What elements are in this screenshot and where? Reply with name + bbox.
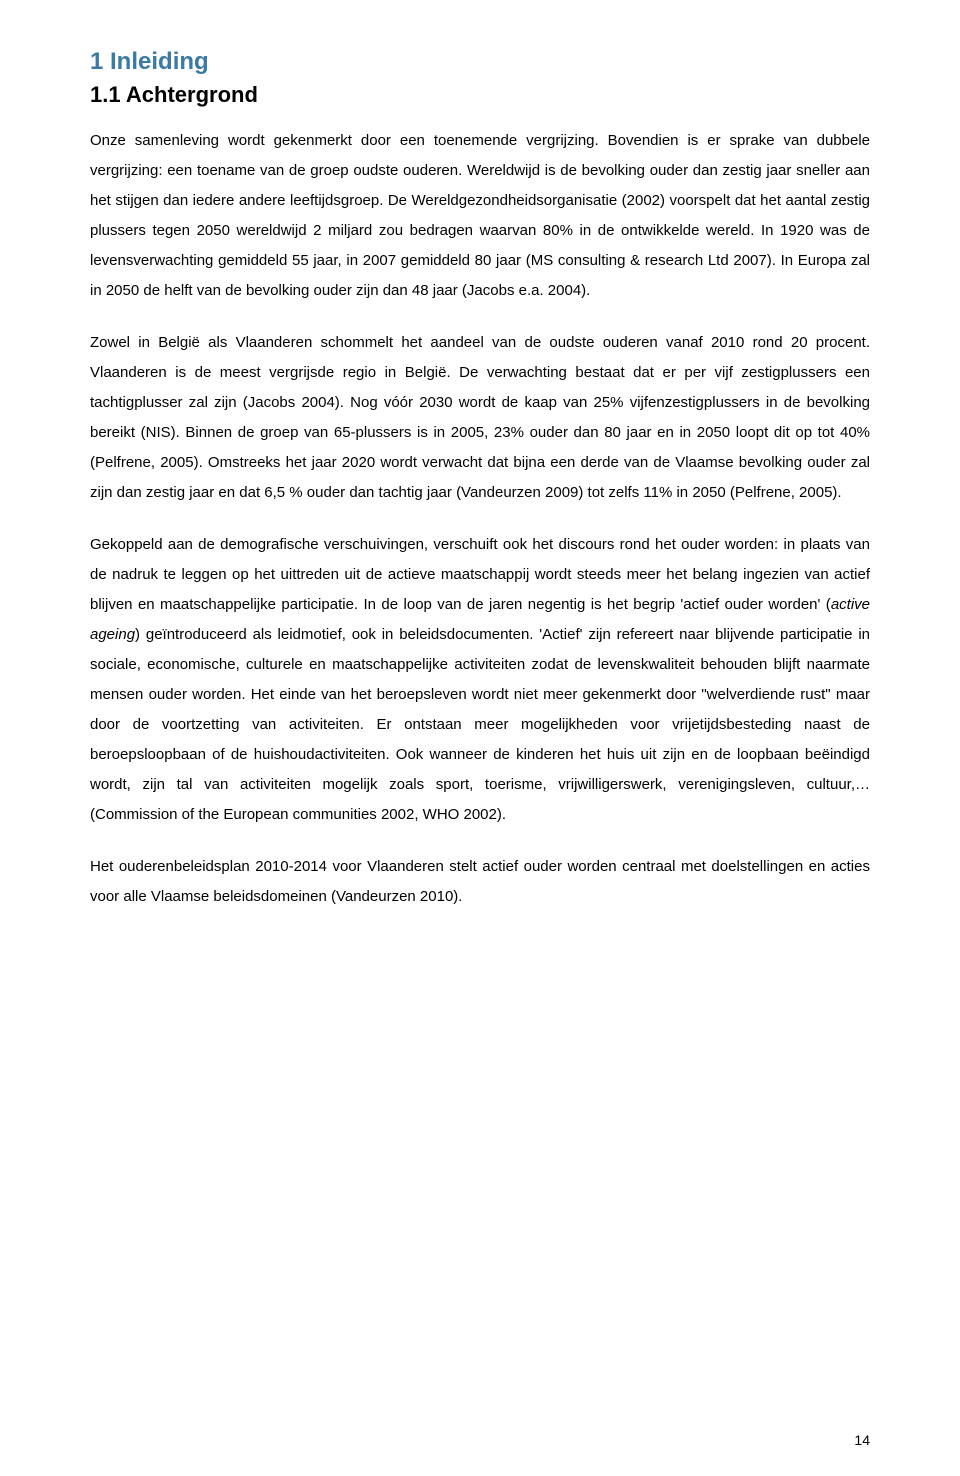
heading-1: 1 Inleiding xyxy=(90,48,870,76)
page-number: 14 xyxy=(854,1432,870,1448)
paragraph-2: Zowel in België als Vlaanderen schommelt… xyxy=(90,328,870,508)
paragraph-4: Het ouderenbeleidsplan 2010-2014 voor Vl… xyxy=(90,852,870,912)
paragraph-3-post: ) geïntroduceerd als leidmotief, ook in … xyxy=(90,626,870,823)
heading-2: 1.1 Achtergrond xyxy=(90,82,870,108)
paragraph-3: Gekoppeld aan de demografische verschuiv… xyxy=(90,530,870,830)
paragraph-3-pre: Gekoppeld aan de demografische verschuiv… xyxy=(90,536,870,613)
document-page: 1 Inleiding 1.1 Achtergrond Onze samenle… xyxy=(0,0,960,1476)
paragraph-1: Onze samenleving wordt gekenmerkt door e… xyxy=(90,126,870,306)
